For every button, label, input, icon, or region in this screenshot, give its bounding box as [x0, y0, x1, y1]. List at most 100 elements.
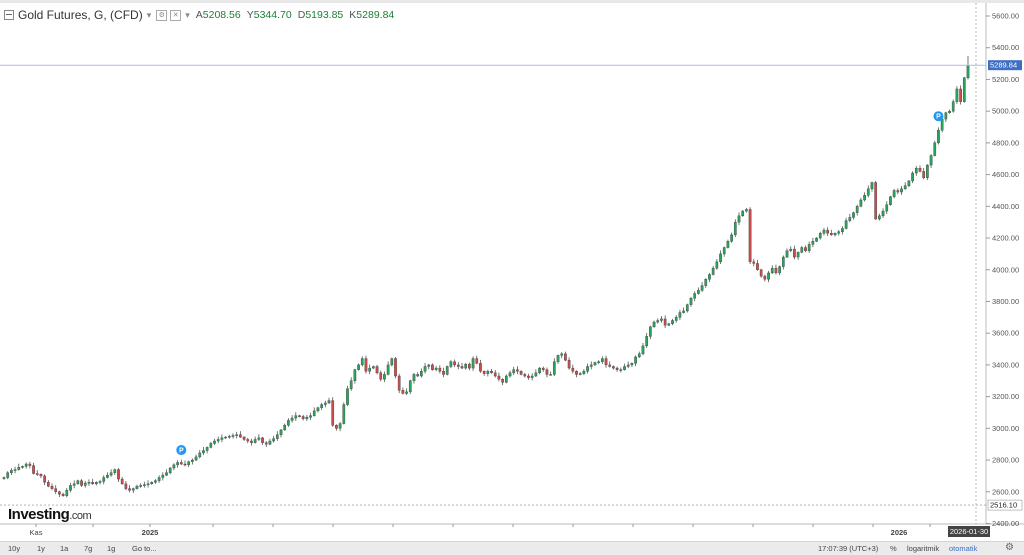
candle: [224, 436, 227, 439]
event-marker: [176, 445, 187, 456]
candle: [102, 477, 106, 482]
candle: [464, 363, 468, 369]
candle: [87, 482, 91, 484]
candle: [69, 485, 72, 491]
percent-toggle[interactable]: %: [890, 544, 897, 553]
candle: [131, 488, 135, 491]
candle: [649, 326, 652, 337]
y-tick-label: 3200.00: [992, 392, 1019, 401]
candle: [575, 371, 578, 375]
candle: [460, 366, 464, 369]
top-border: [0, 0, 1024, 3]
close-icon[interactable]: ✕: [170, 9, 182, 21]
candle: [878, 215, 881, 220]
candle: [859, 199, 863, 207]
candle: [420, 371, 423, 377]
candle: [54, 488, 58, 492]
candle: [781, 256, 785, 267]
candle: [239, 434, 242, 438]
candle: [804, 247, 807, 251]
candle: [227, 436, 231, 438]
candle: [660, 318, 663, 321]
candle: [767, 272, 770, 280]
settings-gear-icon[interactable]: ⚙: [1005, 542, 1014, 553]
candle: [279, 429, 283, 435]
candle: [903, 185, 907, 190]
candle: [748, 209, 752, 263]
candle: [368, 367, 372, 372]
candle: [272, 438, 275, 442]
candle: [253, 439, 257, 443]
candle: [778, 266, 781, 274]
last-price-value: 5289.84: [990, 61, 1017, 70]
candle: [534, 372, 538, 377]
chart-header: Gold Futures, G, (CFD) ▾ ⚙ ✕ ▾ A5208.56 …: [4, 7, 394, 23]
settings-icon[interactable]: ⚙: [156, 9, 168, 21]
period-1y[interactable]: 1y: [37, 544, 45, 553]
candle: [61, 493, 65, 496]
candle: [656, 320, 660, 323]
candle: [722, 247, 726, 255]
candle: [564, 353, 567, 361]
candle: [841, 228, 844, 232]
period-1g[interactable]: 1g: [107, 544, 116, 553]
event-marker: [933, 111, 944, 122]
candle: [372, 366, 375, 369]
goto-button[interactable]: Go to...: [132, 544, 157, 553]
candle: [135, 486, 139, 489]
candle: [914, 168, 918, 174]
candle: [940, 118, 944, 131]
candle: [364, 358, 368, 372]
candle: [397, 375, 401, 391]
candle: [312, 410, 316, 416]
candle: [556, 355, 560, 362]
auto-toggle[interactable]: otomatik: [949, 544, 978, 553]
candle: [264, 442, 268, 445]
collapse-icon[interactable]: [4, 10, 14, 20]
period-10y[interactable]: 10y: [8, 544, 21, 553]
candle: [689, 298, 693, 305]
candle: [331, 400, 335, 426]
candle: [737, 215, 741, 223]
candle: [113, 469, 117, 473]
chevron-down-icon[interactable]: ▾: [146, 9, 152, 20]
symbol-title[interactable]: Gold Futures, G, (CFD): [18, 8, 143, 22]
candle: [844, 220, 848, 229]
candle: [360, 358, 364, 366]
period-7g[interactable]: 7g: [84, 544, 93, 553]
y-tick-label: 2800.00: [992, 456, 1019, 465]
candle: [305, 417, 309, 420]
log-toggle[interactable]: logaritmik: [907, 544, 940, 553]
y-tick-label: 4600.00: [992, 170, 1019, 179]
candle: [700, 285, 704, 291]
candle: [235, 434, 239, 436]
candle: [117, 469, 120, 480]
more-icon[interactable]: ▾: [185, 9, 190, 20]
candle: [630, 363, 634, 366]
candle: [21, 466, 24, 468]
candle: [401, 390, 405, 394]
candle: [183, 463, 187, 466]
candle: [538, 367, 541, 374]
candle: [250, 440, 253, 443]
x-tick-label: 2025: [142, 528, 159, 537]
candle: [327, 400, 331, 404]
candle: [697, 290, 700, 294]
candle: [811, 241, 815, 245]
candle: [818, 233, 822, 239]
candle: [157, 477, 161, 481]
candle: [202, 450, 205, 454]
candle: [800, 247, 804, 253]
candle: [168, 467, 172, 473]
candle: [671, 320, 674, 324]
candle: [17, 466, 21, 470]
candle: [124, 483, 128, 489]
period-1a[interactable]: 1a: [60, 544, 69, 553]
candle: [246, 439, 250, 442]
candle: [796, 252, 800, 258]
candle: [951, 101, 955, 112]
candle: [32, 465, 35, 474]
candle: [320, 404, 323, 408]
